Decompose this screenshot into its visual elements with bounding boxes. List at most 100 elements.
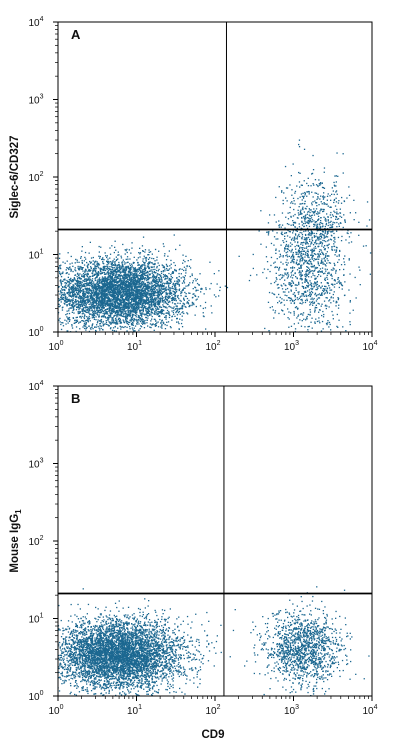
event-dot — [87, 318, 89, 320]
event-dot — [53, 292, 54, 293]
event-dot — [42, 301, 43, 302]
event-dot — [116, 305, 118, 307]
event-dot — [142, 274, 144, 276]
event-dot — [122, 280, 124, 282]
event-dot — [101, 258, 103, 261]
event-dot — [120, 280, 122, 282]
event-dot — [75, 321, 78, 323]
event-dot — [87, 267, 89, 269]
event-dot — [118, 288, 121, 290]
event-dot — [159, 305, 161, 307]
event-dot — [107, 305, 109, 307]
event-dot — [76, 287, 78, 290]
event-dot — [95, 269, 97, 272]
event-dot — [79, 266, 81, 268]
event-dot — [154, 276, 156, 278]
event-dot — [86, 319, 88, 322]
event-dot — [178, 272, 180, 275]
event-dot — [146, 294, 148, 296]
event-dot — [122, 295, 124, 297]
event-dot — [169, 290, 171, 292]
event-dot — [175, 248, 177, 251]
event-dot — [155, 280, 157, 282]
event-dot — [55, 322, 56, 323]
event-dot — [66, 330, 68, 332]
event-dot — [145, 288, 147, 290]
event-dot — [109, 322, 111, 324]
event-dot — [72, 291, 74, 293]
event-dot — [130, 287, 132, 289]
event-dot — [125, 316, 127, 318]
event-dot — [97, 304, 100, 306]
event-dot — [112, 341, 113, 342]
event-dot — [91, 324, 93, 326]
event-dot — [121, 315, 124, 317]
event-dot — [45, 316, 46, 317]
event-dot — [91, 302, 93, 304]
event-dot — [71, 280, 73, 282]
event-dot — [144, 322, 146, 324]
event-dot — [70, 268, 72, 270]
event-dot — [51, 310, 52, 311]
event-dot — [141, 321, 144, 323]
event-dot — [135, 282, 137, 284]
event-dot — [122, 269, 124, 272]
event-dot — [99, 304, 101, 307]
event-dot — [149, 298, 152, 300]
event-dot — [79, 312, 81, 314]
event-dot — [121, 271, 123, 273]
event-dot — [112, 289, 115, 291]
event-dot — [109, 310, 111, 312]
event-dot — [157, 297, 159, 299]
event-dot — [119, 325, 121, 327]
event-dot — [88, 301, 90, 303]
event-dot — [133, 306, 135, 309]
event-dot — [127, 314, 129, 316]
event-dot — [113, 273, 115, 275]
event-dot — [20, 265, 21, 266]
event-dot — [121, 263, 124, 265]
event-dot — [176, 280, 178, 282]
event-dot — [136, 281, 138, 283]
event-dot — [119, 265, 121, 267]
event-dot — [99, 301, 101, 303]
event-dot — [69, 319, 71, 321]
event-dot — [137, 270, 139, 273]
event-dot — [132, 337, 133, 338]
event-dot — [132, 303, 134, 305]
event-dot — [162, 309, 164, 311]
event-dot — [167, 282, 169, 284]
event-dot — [124, 290, 126, 293]
event-dot — [91, 297, 93, 299]
event-dot — [157, 326, 160, 328]
event-dot — [136, 306, 138, 309]
event-dot — [185, 268, 187, 270]
event-dot — [71, 286, 73, 288]
event-dot — [127, 261, 129, 263]
event-dot — [84, 310, 86, 312]
event-dot — [92, 286, 94, 288]
event-dot — [109, 261, 112, 263]
event-dot — [69, 287, 71, 289]
event-dot — [134, 310, 136, 312]
event-dot — [44, 273, 45, 274]
event-dot — [144, 314, 146, 316]
event-dot — [144, 289, 146, 291]
event-dot — [88, 303, 90, 305]
event-dot — [53, 285, 54, 286]
event-dot — [134, 272, 137, 274]
event-dot — [58, 303, 60, 305]
event-dot — [176, 321, 178, 323]
event-dot — [145, 312, 148, 314]
event-dot — [159, 301, 161, 304]
event-dot — [140, 307, 143, 309]
event-dot — [185, 269, 187, 272]
event-dot — [181, 268, 183, 270]
event-dot — [162, 288, 165, 290]
event-dot — [151, 298, 153, 300]
event-dot — [152, 299, 154, 302]
event-dot — [85, 325, 87, 327]
event-dot — [95, 290, 97, 293]
event-dot — [92, 298, 94, 300]
event-dot — [88, 277, 90, 280]
